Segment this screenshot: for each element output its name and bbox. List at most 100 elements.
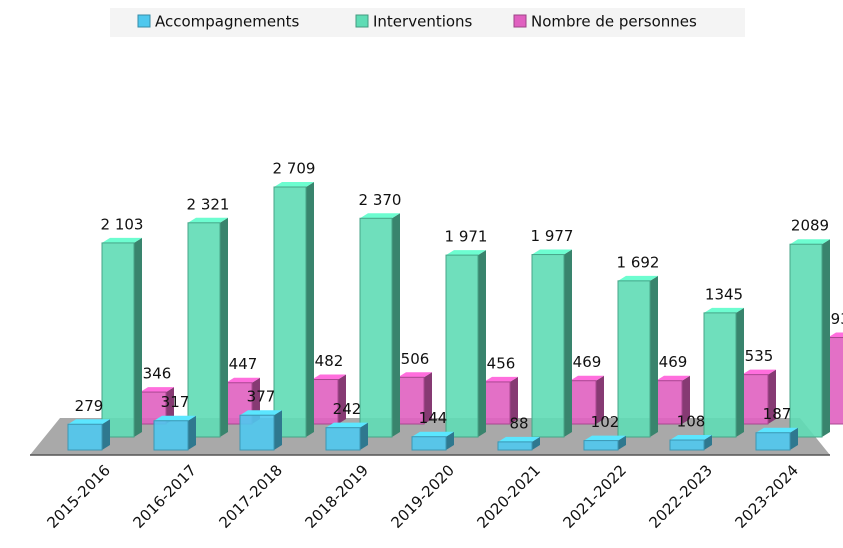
value-label: 535 — [745, 347, 774, 365]
bar — [497, 441, 533, 451]
value-label: 88 — [509, 414, 528, 432]
bar-side — [220, 217, 228, 437]
value-label: 1 692 — [617, 253, 660, 271]
bar-side — [822, 239, 830, 437]
bar — [311, 379, 339, 425]
bar-3d — [655, 375, 690, 425]
bar-top — [484, 376, 518, 382]
bar-3d — [617, 275, 658, 438]
bar-side — [166, 387, 174, 424]
bar-side — [392, 213, 400, 437]
bar-3d — [273, 182, 314, 438]
bar-side — [446, 431, 454, 450]
bar-top — [240, 410, 282, 416]
bar-side — [360, 422, 368, 450]
value-label: 469 — [659, 353, 688, 371]
bar-top — [446, 250, 486, 256]
bar-side — [704, 435, 712, 450]
x-tick-label: 2023-2024 — [731, 461, 802, 532]
bar-top — [102, 237, 142, 243]
bar-3d — [703, 307, 744, 438]
bar-side — [768, 369, 776, 424]
bar-top — [68, 419, 110, 425]
bar-side — [682, 375, 690, 424]
value-label: 2 321 — [187, 195, 230, 213]
bar-3d — [153, 415, 196, 451]
bar — [273, 186, 307, 438]
bar-3d — [239, 410, 282, 451]
bar-3d — [669, 435, 712, 451]
bar-3d — [583, 435, 626, 451]
bar-3d — [483, 376, 518, 425]
bar-top — [154, 415, 196, 421]
bar-top — [790, 239, 830, 245]
bar-side — [134, 237, 142, 437]
bar-side — [564, 249, 572, 437]
value-label: 187 — [763, 405, 792, 423]
bar-3d — [397, 372, 432, 425]
bar-3d — [497, 436, 540, 451]
bar-3d — [187, 217, 228, 438]
bar — [67, 423, 103, 451]
bar-side — [338, 374, 346, 424]
x-tick-label: 2022-2023 — [645, 461, 716, 532]
bar-3d — [531, 249, 572, 438]
bar-top — [498, 436, 540, 442]
bar-top — [398, 372, 432, 378]
bar-3d — [101, 237, 142, 438]
bar-top — [312, 374, 346, 380]
value-label: 2 370 — [359, 191, 402, 209]
bar-top — [570, 375, 604, 381]
bar — [827, 337, 843, 425]
bar — [239, 414, 275, 451]
bar-3d — [741, 369, 776, 425]
bar-side — [510, 376, 518, 424]
value-label: 506 — [401, 350, 430, 368]
bar-side — [188, 415, 196, 450]
bar-top — [532, 249, 572, 255]
legend-box — [110, 8, 745, 37]
value-label: 317 — [161, 393, 190, 411]
bar-top — [618, 275, 658, 281]
value-label: 1 977 — [531, 227, 574, 245]
value-label: 2 709 — [273, 160, 316, 178]
x-tick-label: 2017-2018 — [215, 461, 286, 532]
bar-top — [828, 332, 843, 338]
bar-top — [360, 213, 400, 219]
bar-3d — [755, 427, 798, 451]
legend-swatch — [355, 14, 369, 28]
x-tick-label: 2019-2020 — [387, 461, 458, 532]
bar-side — [274, 410, 282, 450]
value-label: 102 — [591, 413, 620, 431]
bar — [187, 222, 221, 438]
bar — [531, 254, 565, 438]
value-label: 108 — [677, 413, 706, 431]
bar — [325, 427, 361, 451]
legend-label: Nombre de personnes — [531, 13, 697, 31]
bar-3d — [445, 250, 486, 438]
bar-side — [790, 427, 798, 450]
x-tick-label: 2021-2022 — [559, 461, 630, 532]
bar-top — [140, 387, 174, 393]
legend-label: Interventions — [373, 13, 473, 31]
bar-side — [650, 275, 658, 437]
bar-side — [306, 182, 314, 437]
bar-side — [102, 419, 110, 450]
bar-3d — [325, 422, 368, 451]
value-label: 1345 — [705, 285, 743, 303]
bar-top — [412, 431, 454, 437]
bar-top — [326, 422, 368, 428]
bar-side — [478, 250, 486, 437]
bar — [755, 432, 791, 451]
bar — [397, 376, 425, 425]
bar-3d — [359, 213, 400, 438]
value-label: 346 — [143, 365, 172, 383]
value-label: 2 103 — [101, 215, 144, 233]
bar-top — [670, 435, 712, 441]
bar — [101, 242, 135, 438]
value-label: 242 — [333, 400, 362, 418]
value-label: 2089 — [791, 217, 829, 235]
x-tick-label: 2016-2017 — [129, 461, 200, 532]
bar — [153, 420, 189, 451]
x-tick-label: 2020-2021 — [473, 461, 544, 532]
